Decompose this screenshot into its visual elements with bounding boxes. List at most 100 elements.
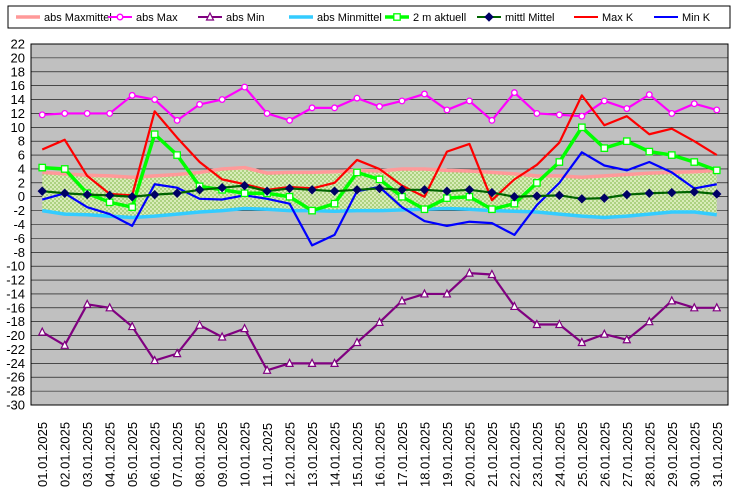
y-tick-label: 8 (18, 134, 25, 149)
legend-item-2-m-aktuell: 2 m aktuell (385, 12, 466, 24)
x-tick-label: 02.01.2025 (58, 422, 73, 487)
data-point (173, 116, 181, 124)
legend-label: abs Max (136, 12, 178, 24)
series-line (41, 94, 718, 202)
series-line (41, 206, 717, 220)
data-point (712, 189, 722, 199)
data-point (374, 183, 385, 194)
x-tick-label: 09.01.2025 (215, 422, 230, 487)
legend-item-abs-maxmittel: abs Maxmittel (16, 12, 112, 24)
data-point (509, 192, 520, 202)
x-tick-label: 01.01.2025 (35, 422, 50, 487)
data-point (37, 326, 47, 336)
y-tick-label: -10 (6, 259, 25, 274)
legend-label: 2 m aktuell (413, 12, 466, 24)
data-point (150, 355, 160, 365)
data-point (533, 109, 541, 117)
data-point (38, 163, 47, 172)
data-point (577, 194, 587, 204)
data-point (116, 13, 124, 21)
x-tick-label: 20.01.2025 (462, 422, 477, 487)
x-tick-label: 07.01.2025 (170, 422, 185, 487)
series-abs-max (38, 83, 721, 124)
data-point (285, 358, 295, 367)
legend-label: abs Maxmittel (44, 12, 112, 24)
x-tick-label: 10.01.2025 (238, 422, 253, 487)
data-point (82, 189, 92, 200)
data-point (38, 111, 46, 119)
data-point (128, 203, 137, 211)
data-point (420, 205, 429, 214)
data-point (667, 295, 677, 305)
data-point (196, 100, 204, 108)
x-tick-label: 08.01.2025 (193, 422, 208, 487)
data-point (578, 112, 586, 120)
series-line (42, 165, 717, 180)
y-tick-label: 22 (11, 37, 25, 52)
data-point (217, 182, 227, 193)
x-tick-label: 24.01.2025 (552, 422, 567, 487)
data-point (393, 13, 401, 21)
x-tick-label: 12.01.2025 (283, 422, 298, 487)
data-point (307, 358, 317, 367)
legend-label: Max K (602, 12, 634, 24)
data-point (578, 123, 586, 132)
y-tick-label: -12 (6, 273, 25, 288)
x-tick-label: 26.01.2025 (597, 422, 612, 487)
data-point (397, 185, 407, 195)
data-point (690, 100, 698, 108)
y-tick-label: -4 (13, 217, 25, 232)
x-tick-label: 19.01.2025 (440, 422, 455, 487)
data-point (487, 269, 497, 279)
y-tick-label: -14 (6, 286, 25, 301)
data-point (599, 193, 610, 203)
y-tick-label: 16 (11, 78, 25, 93)
data-point (622, 137, 631, 146)
x-tick-label: 28.01.2025 (642, 422, 657, 487)
data-point (713, 106, 721, 114)
data-point (106, 109, 114, 117)
data-point (331, 104, 338, 112)
series-mittl-mittel (37, 180, 722, 204)
data-point (623, 105, 631, 113)
data-point (353, 168, 361, 177)
data-point (352, 337, 362, 347)
data-point (262, 186, 272, 196)
data-point (510, 89, 518, 97)
series-abs-minmittel (41, 206, 717, 220)
data-point (554, 190, 565, 201)
data-point (712, 166, 721, 175)
legend-box (7, 5, 731, 29)
data-point (127, 192, 137, 202)
data-point (484, 12, 494, 22)
data-point (667, 187, 677, 198)
data-point (442, 186, 452, 196)
legend-item-abs-min: abs Min (198, 11, 265, 24)
y-tick-label: 20 (11, 50, 25, 65)
data-point (128, 91, 136, 99)
data-point (307, 185, 317, 195)
data-point (150, 130, 159, 139)
data-point (488, 116, 496, 124)
data-point (172, 348, 182, 358)
data-point (330, 358, 340, 367)
data-point (645, 91, 653, 99)
data-point (532, 319, 542, 329)
x-tick-label: 04.01.2025 (103, 422, 118, 487)
data-point (668, 109, 676, 117)
x-tick-label: 06.01.2025 (148, 422, 163, 487)
data-point (352, 185, 362, 195)
series-abs-min (37, 267, 722, 374)
data-point (465, 97, 473, 105)
x-tick-label: 27.01.2025 (620, 422, 635, 487)
legend-label: abs Min (226, 12, 265, 24)
legend-item-abs-minmittel: abs Minmittel (289, 12, 382, 24)
data-point (240, 189, 249, 198)
data-point (60, 188, 70, 198)
data-point (375, 175, 384, 184)
y-tick-label: 4 (18, 161, 25, 176)
series-max-k (41, 94, 718, 202)
data-point (555, 111, 563, 119)
x-tick-label: 25.01.2025 (575, 422, 590, 487)
